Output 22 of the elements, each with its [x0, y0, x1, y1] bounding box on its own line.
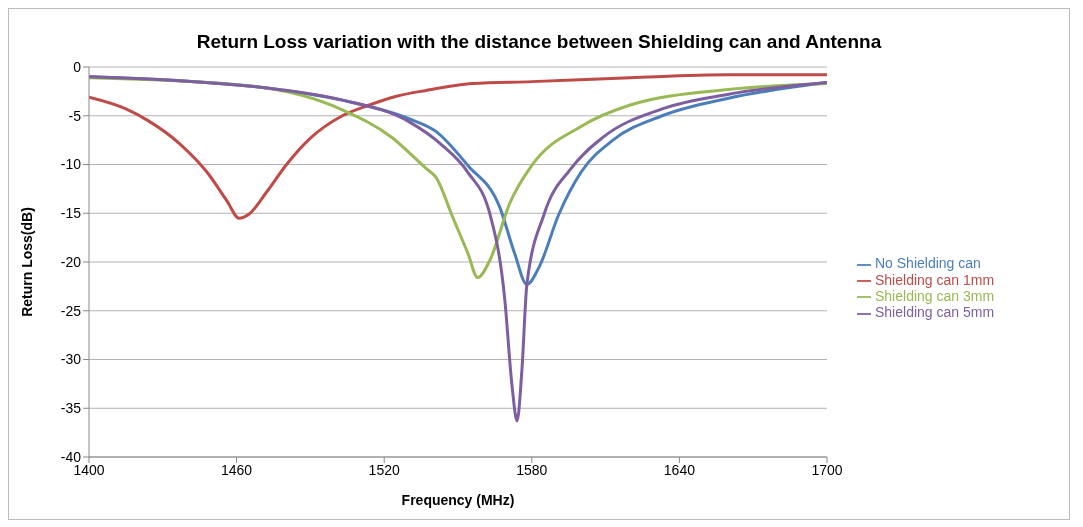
y-tick-label: -15	[60, 205, 82, 222]
legend-label: Shielding can 1mm	[875, 271, 995, 288]
x-axis-title: Frequency (MHz)	[401, 492, 515, 508]
y-tick-label: 0	[73, 58, 82, 75]
x-tick-label: 1640	[663, 461, 696, 478]
x-tick-label: 1520	[368, 461, 400, 478]
y-tick-label: -30	[60, 351, 82, 368]
x-tick-label: 1700	[811, 461, 843, 478]
y-tick-label: -20	[60, 253, 82, 270]
y-tick-label: -35	[60, 400, 82, 417]
y-tick-label: -10	[60, 156, 82, 173]
x-tick-label: 1460	[221, 461, 253, 478]
line-series	[89, 75, 827, 423]
legend-label: Shielding can 5mm	[875, 304, 995, 321]
chart-title: Return Loss variation with the distance between Shielding can and Antenna	[195, 31, 883, 54]
x-tick-label: 1580	[516, 461, 548, 478]
legend-label: No Shielding can	[875, 255, 981, 272]
y-tick-label: -5	[68, 107, 82, 124]
legend-label: Shielding can 3mm	[875, 288, 995, 304]
y-axis-title: Return Loss(dB)	[18, 207, 35, 317]
y-tick-label: -25	[60, 302, 82, 319]
line-series	[89, 73, 827, 220]
